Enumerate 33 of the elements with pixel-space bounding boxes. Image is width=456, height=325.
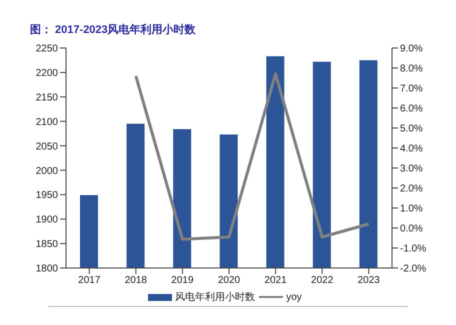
- y2-tick-label: 0.0%: [400, 224, 423, 235]
- x-tick-label: 2023: [358, 275, 380, 286]
- y2-tick-label: 8.0%: [400, 64, 423, 75]
- x-tick-label: 2020: [218, 275, 241, 286]
- x-tick-label: 2017: [78, 275, 101, 286]
- y-tick-label: 2000: [36, 166, 58, 177]
- x-tick-label: 2019: [171, 275, 194, 286]
- y-tick-label: 2200: [36, 68, 58, 79]
- y2-tick-label: 9.0%: [400, 44, 423, 55]
- y2-tick-label: 4.0%: [400, 144, 423, 155]
- y-tick-label: 1950: [36, 190, 58, 202]
- x-tick-label: 2022: [311, 275, 334, 286]
- y-tick-label: 2250: [36, 44, 58, 55]
- y2-tick-label: 2.0%: [400, 184, 423, 195]
- y2-tick-label: -2.0%: [400, 264, 426, 275]
- y2-tick-label: 1.0%: [400, 204, 423, 215]
- y2-tick-label: 5.0%: [400, 124, 423, 135]
- x-tick-label: 2018: [124, 275, 148, 286]
- y2-tick-label: 3.0%: [400, 164, 423, 175]
- y-tick-label: 2050: [36, 141, 58, 152]
- y2-tick-label: 7.0%: [400, 84, 423, 95]
- line-series: [134, 72, 370, 241]
- y-tick-label: 2100: [36, 116, 58, 128]
- legend-label: 风电年利用小时数: [175, 290, 256, 304]
- chart-title: 图： 2017-2023风电年利用小时数: [29, 22, 197, 38]
- y-tick-label: 1900: [36, 214, 58, 226]
- y2-tick-label: -1.0%: [400, 244, 426, 255]
- x-tick-label: 2021: [264, 275, 288, 286]
- y-tick-label: 1850: [36, 239, 58, 250]
- legend-label: yoy: [286, 292, 302, 302]
- y-tick-label: 2150: [36, 92, 58, 104]
- y2-tick-label: 6.0%: [400, 104, 423, 115]
- y-tick-label: 1800: [36, 264, 58, 275]
